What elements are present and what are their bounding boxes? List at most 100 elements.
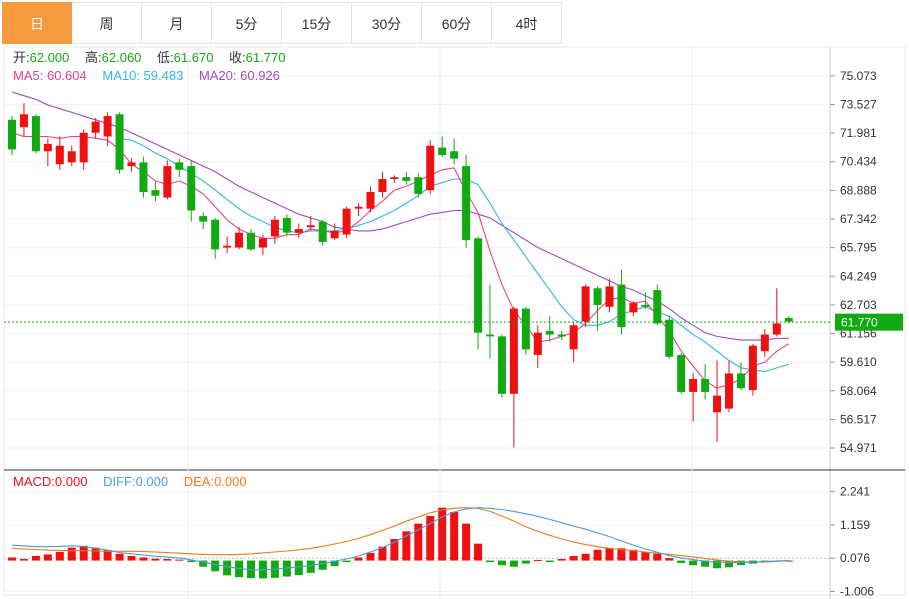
candle: [366, 186, 375, 213]
macd-bar: [378, 546, 387, 561]
macd-bar: [665, 558, 674, 561]
macd-bar: [31, 555, 40, 561]
price-tick-label: 71.981: [840, 126, 877, 140]
candle: [725, 360, 733, 413]
macd-bar: [91, 547, 100, 561]
candle: [175, 158, 184, 178]
macd-value: 0.000: [55, 474, 88, 489]
candle: [557, 330, 566, 341]
candle: [713, 360, 722, 442]
candle: [43, 138, 52, 167]
macd-tick-label: 1.159: [840, 518, 870, 532]
candle: [689, 373, 698, 422]
candle: [509, 306, 518, 448]
macd-bar: [569, 555, 578, 561]
macd-tick-label: 2.241: [840, 485, 870, 499]
macd-lines: [11, 507, 789, 571]
macd-bar: [187, 560, 196, 563]
macd-bar: [282, 560, 291, 577]
ma20-value: 60.926: [240, 68, 280, 83]
candle: [521, 306, 530, 355]
macd-bar: [127, 555, 136, 561]
price-tick-label: 59.610: [840, 355, 877, 369]
tab-week[interactable]: 周: [72, 2, 142, 44]
svg-text:开:62.000 高:62.060: 开:62.000 高:62.060 低:61.670 收:61.770: [13, 50, 285, 65]
candle: [378, 171, 387, 198]
dea-label: DEA:: [184, 474, 214, 489]
candle: [701, 364, 710, 400]
macd-bar: [653, 553, 662, 561]
svg-text:MACD:0.000 DIFF:0.000: MACD:0.000 DIFF:0.000 DEA:0.000: [13, 474, 247, 489]
last-price-label: 61.770: [841, 316, 878, 330]
candle: [139, 156, 148, 198]
candle: [282, 214, 291, 237]
candle: [187, 160, 196, 222]
candle: [438, 136, 447, 157]
candle: [103, 112, 112, 146]
candle: [677, 353, 686, 394]
candle: [653, 284, 662, 326]
price-tick-label: 70.434: [840, 155, 877, 169]
macd-bar: [366, 552, 375, 561]
diff-line: [11, 507, 789, 571]
period-tabs: 日 周 月 5分 15分 30分 60分 4时: [2, 2, 562, 44]
candle: [115, 112, 124, 174]
ma10-value: 59.483: [144, 68, 184, 83]
candle: [569, 321, 578, 363]
macd-bar: [641, 551, 650, 561]
price-tick-label: 75.073: [840, 69, 877, 83]
macd-bar: [450, 511, 459, 561]
ma20-line: [11, 91, 789, 341]
candle: [211, 217, 220, 259]
tab-30min[interactable]: 30分: [352, 2, 422, 44]
candle: [342, 206, 351, 239]
macd-bar: [557, 559, 566, 561]
candle: [629, 301, 638, 317]
tab-month[interactable]: 月: [142, 2, 212, 44]
candle: [151, 180, 160, 202]
macd-axis: 2.241 1.159 0.076 -1.006: [830, 485, 874, 598]
macd-bar: [462, 523, 471, 561]
macd-bar: [605, 548, 614, 561]
candle: [67, 145, 76, 167]
macd-histogram: [8, 507, 793, 579]
candle: [294, 223, 303, 239]
candle: [354, 203, 363, 217]
ohlc-info: 开:62.000 高:62.060 低:61.670 收:61.770: [13, 50, 285, 65]
macd-bar: [175, 559, 184, 561]
last-price-marker: 61.770: [4, 313, 903, 331]
macd-bar: [713, 560, 722, 569]
candle: [390, 175, 399, 183]
ma5-value: 60.604: [47, 68, 87, 83]
macd-tick-label: 0.076: [840, 551, 870, 565]
candle: [748, 343, 757, 396]
macd-bar: [103, 550, 112, 561]
macd-bar: [8, 557, 16, 561]
macd-bar: [593, 549, 602, 561]
candle: [462, 154, 471, 248]
macd-bar: [330, 560, 339, 567]
candle: [772, 288, 781, 337]
macd-bar: [354, 557, 363, 561]
candle: [593, 286, 602, 331]
tab-15min[interactable]: 15分: [282, 2, 352, 44]
tab-5min[interactable]: 5分: [212, 2, 282, 44]
macd-bar: [318, 560, 327, 570]
candle: [235, 227, 244, 250]
macd-bar: [79, 545, 88, 561]
tab-4hour[interactable]: 4时: [492, 2, 562, 44]
candle: [533, 325, 542, 368]
candle: [318, 219, 327, 246]
macd-tick-label: -1.006: [840, 584, 874, 598]
chart-border: [3, 46, 906, 596]
macd-bar: [211, 560, 220, 572]
candle: [641, 291, 650, 309]
macd-bar: [474, 543, 483, 561]
tab-60min[interactable]: 60分: [422, 2, 492, 44]
candle: [486, 284, 494, 359]
price-tick-label: 68.888: [840, 183, 877, 197]
candle: [426, 140, 435, 194]
tab-day[interactable]: 日: [2, 2, 72, 44]
macd-bar: [521, 560, 530, 564]
